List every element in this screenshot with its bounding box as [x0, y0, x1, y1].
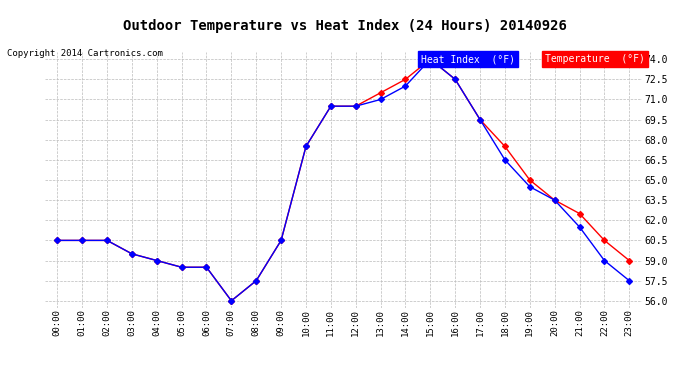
Text: Heat Index  (°F): Heat Index (°F)	[421, 54, 515, 64]
Text: Temperature  (°F): Temperature (°F)	[545, 54, 645, 64]
Text: Copyright 2014 Cartronics.com: Copyright 2014 Cartronics.com	[7, 49, 163, 58]
Text: Outdoor Temperature vs Heat Index (24 Hours) 20140926: Outdoor Temperature vs Heat Index (24 Ho…	[123, 19, 567, 33]
